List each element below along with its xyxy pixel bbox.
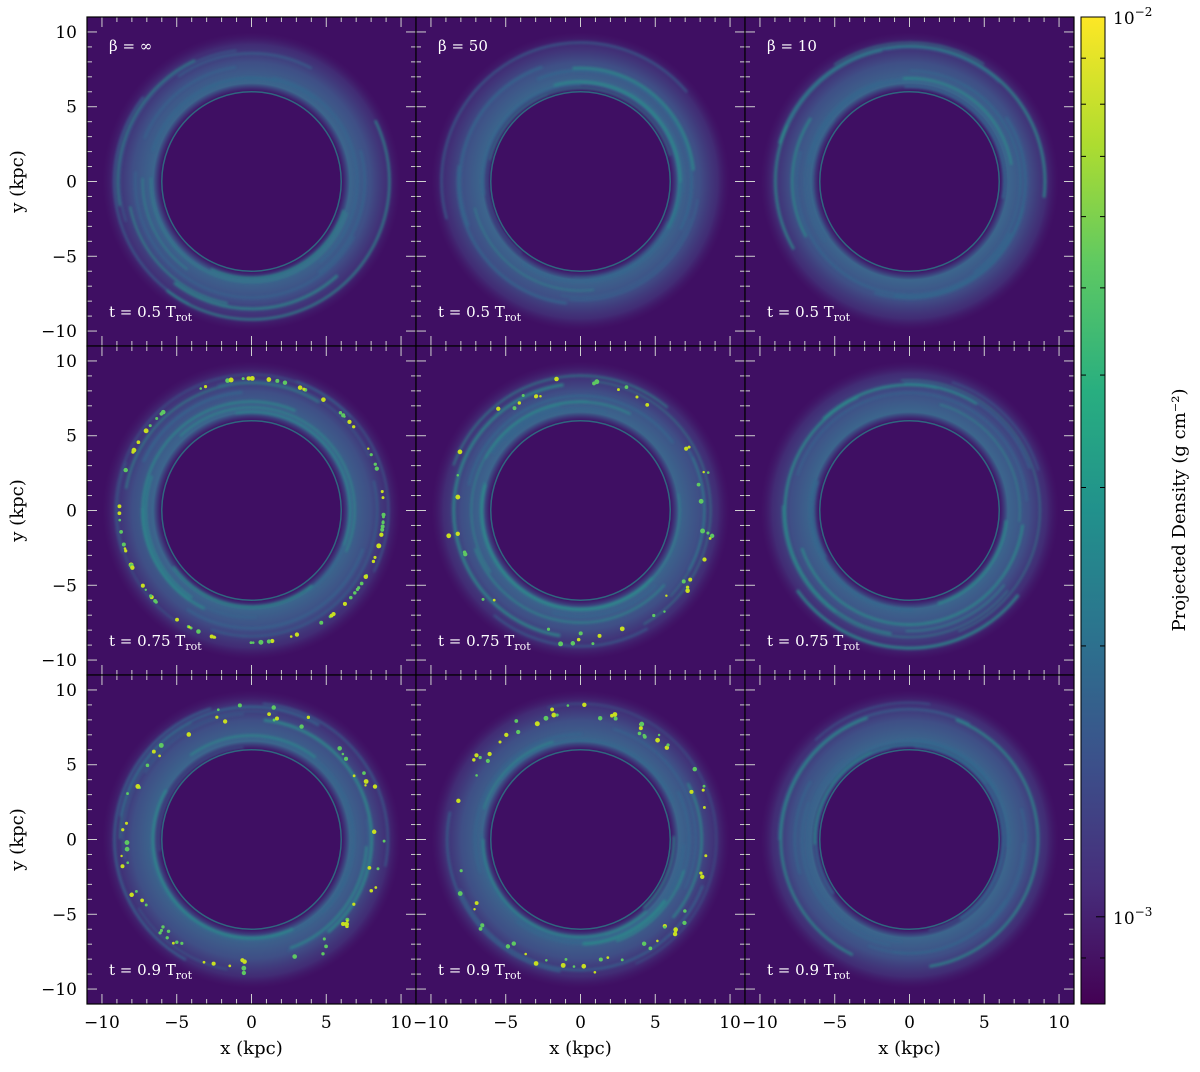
inner-cavity — [490, 749, 671, 930]
y-tick-label: −10 — [41, 322, 77, 342]
y-tick-label: 5 — [66, 98, 77, 118]
panel-r1-c2: t = 0.75 Trot — [744, 345, 1075, 676]
panel-r0-c0: β = ∞ t = 0.5 Trot — [86, 16, 417, 347]
colorbar-tick-label: 10−3 — [1113, 905, 1152, 929]
colorbar-gradient — [1080, 16, 1106, 1005]
x-tick-label: 5 — [979, 1013, 990, 1033]
x-axis-label: x (kpc) — [878, 1038, 940, 1059]
y-axis-label: y (kpc) — [7, 808, 28, 871]
inner-cavity — [161, 91, 342, 272]
x-tick-label: 0 — [246, 1013, 257, 1033]
panel-r1-c1: t = 0.75 Trot — [415, 345, 746, 676]
time-label: t = 0.9 Trot — [109, 961, 193, 982]
y-tick-label: −5 — [52, 247, 77, 267]
x-tick-label: 0 — [904, 1013, 915, 1033]
density-filaments — [778, 701, 1040, 968]
density-filaments — [445, 703, 717, 973]
y-tick-label: 10 — [55, 681, 77, 701]
y-tick-label: −5 — [52, 576, 77, 596]
panel-ticks — [416, 17, 745, 346]
panel-ticks — [87, 675, 416, 1004]
density-filaments — [115, 374, 390, 638]
y-tick-label: 0 — [66, 831, 77, 851]
panel-r2-c1: t = 0.9 Trot — [415, 674, 746, 1005]
x-tick-label: −5 — [164, 1013, 189, 1033]
panel-r0-c1: β = 50 t = 0.5 Trot — [415, 16, 746, 347]
y-axis-label: y (kpc) — [7, 150, 28, 213]
time-label: t = 0.75 Trot — [109, 632, 202, 653]
x-tick-label: 10 — [390, 1013, 412, 1033]
density-filaments — [113, 702, 389, 971]
y-tick-label: 0 — [66, 173, 77, 193]
panel-frame — [744, 674, 1075, 1005]
y-tick-label: −10 — [41, 980, 77, 1000]
x-tick-label: 5 — [321, 1013, 332, 1033]
x-tick-label: 0 — [575, 1013, 586, 1033]
x-tick-label: 10 — [719, 1013, 741, 1033]
time-label: t = 0.75 Trot — [438, 632, 531, 653]
inner-cavity — [161, 749, 342, 930]
x-tick-label: 5 — [650, 1013, 661, 1033]
inner-cavity — [819, 749, 1000, 930]
y-tick-label: 5 — [66, 427, 77, 447]
inner-cavity — [161, 420, 342, 601]
panel-ticks — [745, 675, 1074, 1004]
panel-ticks — [87, 346, 416, 675]
panel-ticks — [416, 346, 745, 675]
time-label: t = 0.9 Trot — [767, 961, 851, 982]
y-axis-label: y (kpc) — [7, 479, 28, 542]
time-label: t = 0.5 Trot — [109, 303, 193, 324]
panel-r0-c2: β = 10 t = 0.5 Trot — [744, 16, 1075, 347]
y-tick-label: 5 — [66, 756, 77, 776]
panel-ticks — [745, 17, 1074, 346]
time-label: t = 0.75 Trot — [767, 632, 860, 653]
density-filaments — [774, 41, 1047, 300]
y-tick-label: 10 — [55, 23, 77, 43]
density-filaments — [440, 41, 699, 305]
colorbar: 10−2 10−3 Projected Density (g cm⁻²) — [1080, 5, 1190, 1005]
panel-r2-c2: t = 0.9 Trot — [744, 674, 1075, 1005]
y-tick-label: −10 — [41, 651, 77, 671]
x-tick-label: −5 — [493, 1013, 518, 1033]
x-axis-label: x (kpc) — [549, 1038, 611, 1059]
inner-cavity — [490, 91, 671, 272]
panel-r1-c0: t = 0.75 Trot — [86, 345, 417, 676]
colorbar-label: Projected Density (g cm⁻²) — [1169, 389, 1190, 632]
time-label: t = 0.5 Trot — [438, 303, 522, 324]
x-tick-label: −10 — [742, 1013, 778, 1033]
x-tick-label: −10 — [413, 1013, 449, 1033]
density-filaments — [113, 49, 391, 321]
inner-cavity — [490, 420, 671, 601]
time-label: t = 0.9 Trot — [438, 961, 522, 982]
density-filaments — [782, 379, 1041, 650]
density-filaments — [452, 374, 712, 648]
y-tick-label: −5 — [52, 905, 77, 925]
panel-ticks — [416, 675, 745, 1004]
x-tick-label: −5 — [822, 1013, 847, 1033]
x-axis-label: x (kpc) — [220, 1038, 282, 1059]
y-tick-label: 10 — [55, 352, 77, 372]
beta-label: β = 10 — [767, 37, 817, 55]
x-tick-label: −10 — [84, 1013, 120, 1033]
time-label: t = 0.5 Trot — [767, 303, 851, 324]
y-tick-label: 0 — [66, 502, 77, 522]
inner-cavity — [819, 91, 1000, 272]
inner-cavity — [819, 420, 1000, 601]
panel-r2-c0: t = 0.9 Trot — [86, 674, 417, 1005]
beta-label: β = ∞ — [109, 37, 152, 55]
beta-label: β = 50 — [438, 37, 488, 55]
panel-ticks — [87, 17, 416, 346]
panel-ticks — [745, 346, 1074, 675]
x-tick-label: 10 — [1048, 1013, 1070, 1033]
colorbar-tick-label: 10−2 — [1113, 5, 1152, 29]
